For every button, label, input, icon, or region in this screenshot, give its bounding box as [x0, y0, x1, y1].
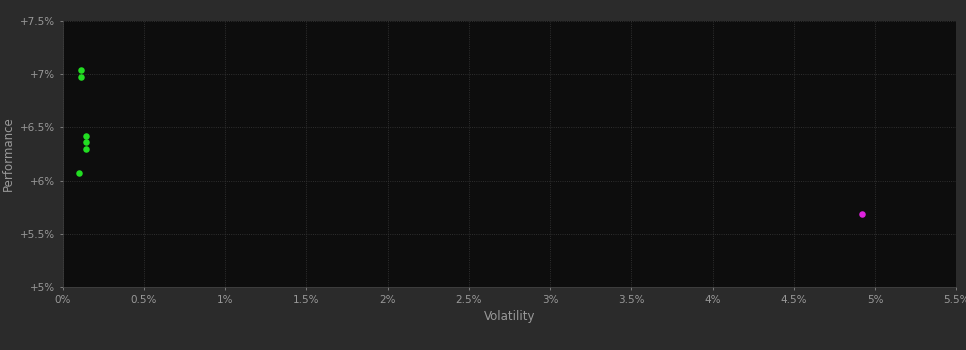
Y-axis label: Performance: Performance — [2, 117, 14, 191]
Point — [71, 170, 87, 176]
Point — [78, 140, 94, 145]
Point — [78, 146, 94, 152]
Point — [78, 133, 94, 139]
Point — [854, 211, 869, 217]
Point — [73, 74, 89, 80]
X-axis label: Volatility: Volatility — [484, 310, 535, 323]
Point — [73, 68, 89, 73]
